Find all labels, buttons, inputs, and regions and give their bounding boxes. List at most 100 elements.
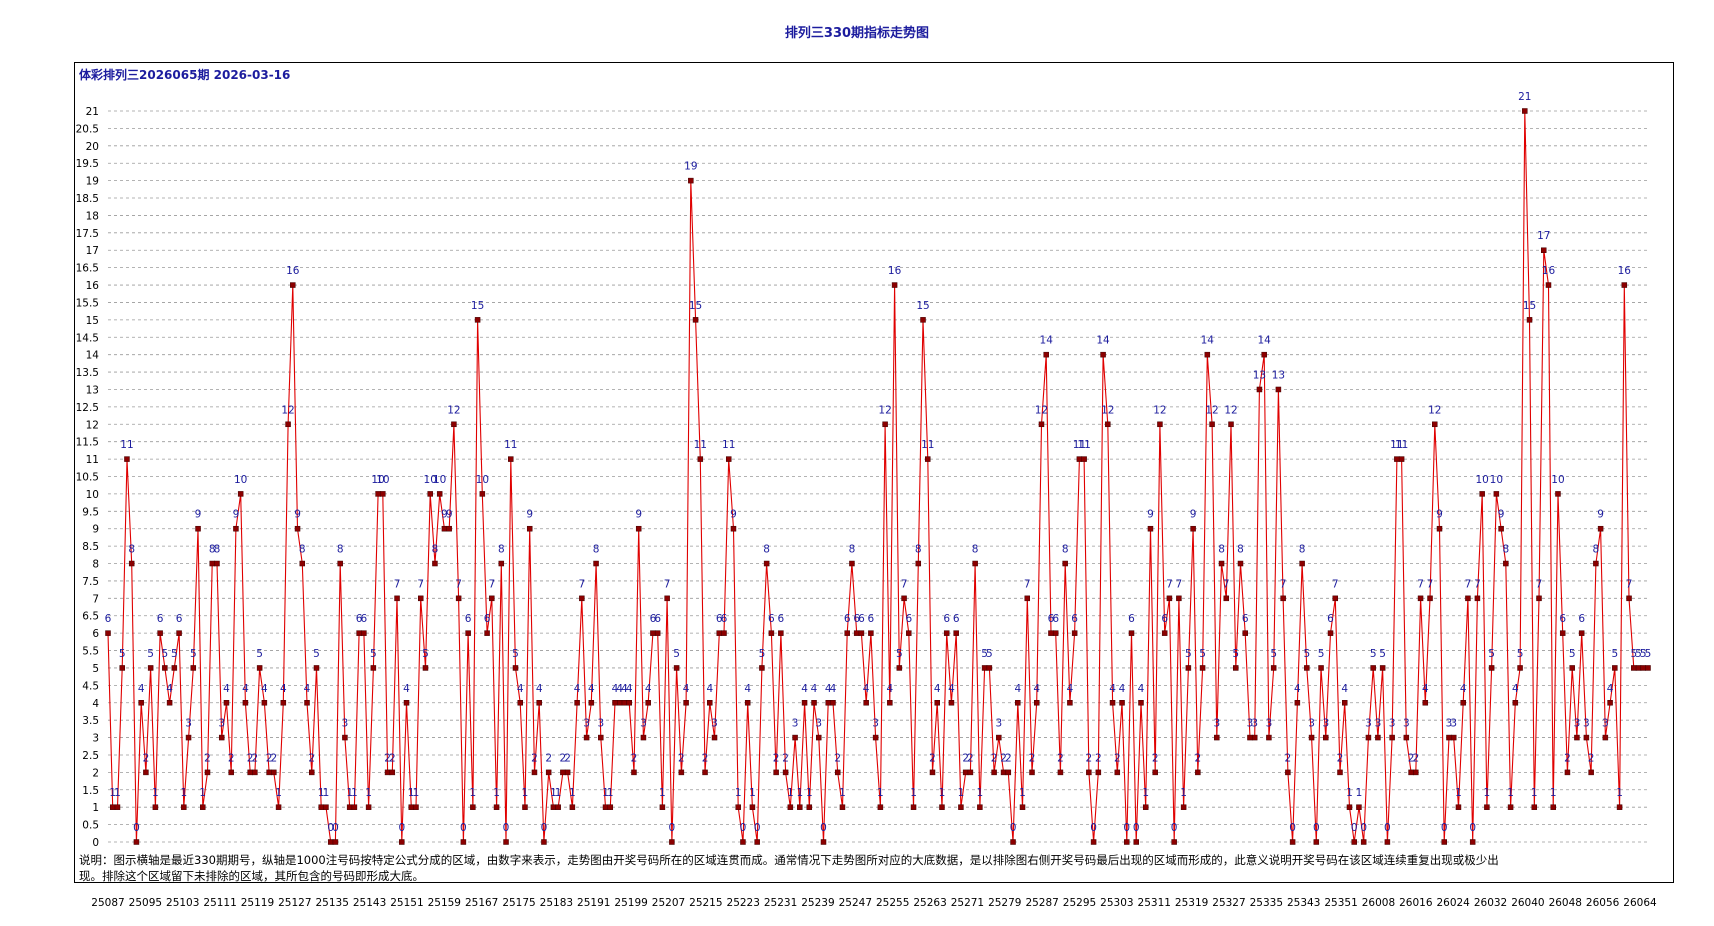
data-label: 6: [1327, 613, 1334, 625]
data-label: 8: [1237, 544, 1244, 556]
data-label: 11: [504, 439, 517, 451]
data-point: [1484, 804, 1490, 810]
data-label: 13: [1272, 369, 1285, 381]
data-label: 5: [422, 648, 429, 660]
data-point: [1394, 456, 1400, 462]
data-label: 2: [1412, 752, 1419, 764]
y-tick-label: 12.5: [76, 402, 99, 414]
data-label: 7: [579, 578, 586, 590]
data-point: [1218, 560, 1225, 567]
data-label: 11: [722, 439, 735, 451]
data-point: [598, 734, 604, 741]
x-tick-label: 26056: [1586, 897, 1620, 909]
x-tick-label: 25295: [1063, 897, 1096, 909]
data-point: [768, 630, 775, 636]
data-label: 0: [1351, 822, 1358, 834]
data-point: [929, 769, 936, 776]
data-label: 9: [730, 509, 737, 521]
data-point: [1356, 804, 1362, 810]
data-point: [1526, 317, 1533, 323]
data-point: [1432, 421, 1438, 428]
data-label: 1: [1356, 787, 1363, 799]
data-point: [1275, 386, 1282, 393]
data-point: [531, 769, 538, 776]
data-label: 4: [1607, 683, 1614, 695]
data-label: 3: [1446, 718, 1453, 730]
data-label: 4: [1422, 683, 1429, 695]
data-point: [1157, 421, 1163, 428]
data-point: [1015, 700, 1021, 706]
data-point: [114, 804, 121, 810]
data-point: [1152, 769, 1158, 776]
data-label: 6: [844, 613, 851, 625]
data-label: 2: [308, 752, 315, 764]
data-label: 1: [152, 787, 159, 799]
data-label: 16: [1542, 265, 1556, 277]
data-label: 4: [261, 683, 268, 695]
x-tick-label: 26048: [1549, 897, 1582, 909]
data-label: 2: [834, 752, 841, 764]
data-label: 10: [476, 474, 489, 486]
data-point: [1280, 595, 1286, 602]
data-label: 1: [1507, 787, 1514, 799]
data-label: 1: [199, 787, 206, 799]
x-tick-label: 25231: [764, 897, 797, 909]
data-label: 12: [1035, 404, 1048, 416]
data-point: [787, 804, 794, 810]
data-label: 5: [1185, 648, 1192, 660]
data-point: [356, 630, 362, 636]
data-label: 6: [105, 613, 112, 625]
data-point: [906, 630, 912, 636]
data-label: 1: [659, 787, 666, 799]
data-point: [1555, 491, 1561, 497]
data-point: [124, 456, 130, 462]
data-label: 4: [744, 683, 751, 695]
data-label: 4: [1014, 683, 1021, 695]
data-label: 9: [1498, 509, 1505, 521]
data-label: 6: [1071, 613, 1078, 625]
data-point: [1559, 630, 1566, 636]
data-label: 2: [384, 752, 391, 764]
data-label: 6: [721, 613, 728, 625]
data-label: 7: [1223, 578, 1230, 590]
data-point: [200, 804, 206, 810]
y-tick-label: 19: [86, 176, 99, 188]
data-point: [470, 804, 476, 810]
data-point: [1033, 700, 1040, 706]
data-label: 8: [1593, 544, 1600, 556]
data-label: 6: [953, 613, 960, 625]
data-label: 0: [1384, 822, 1391, 834]
x-tick-label: 26008: [1362, 897, 1395, 909]
data-point: [517, 700, 523, 706]
data-point: [1000, 769, 1007, 776]
data-label: 17: [1537, 230, 1550, 242]
data-label: 8: [128, 544, 135, 556]
data-point: [877, 804, 884, 810]
data-point: [825, 700, 831, 706]
data-label: 6: [905, 613, 912, 625]
data-point: [1631, 665, 1637, 671]
data-point: [422, 665, 429, 671]
x-tick-label: 25183: [540, 897, 573, 909]
data-point: [432, 560, 438, 567]
data-label: 2: [1114, 752, 1121, 764]
data-point: [522, 804, 528, 810]
y-tick-label: 8.5: [82, 541, 99, 553]
data-point: [484, 630, 490, 636]
data-label: 1: [977, 787, 984, 799]
data-point: [830, 700, 836, 706]
data-label: 8: [763, 544, 770, 556]
data-point: [1228, 421, 1234, 428]
data-point: [654, 630, 661, 636]
data-point: [157, 630, 163, 636]
data-label: 5: [1635, 648, 1642, 660]
data-label: 12: [1205, 404, 1218, 416]
y-tick-label: 5.5: [82, 646, 99, 658]
data-point: [555, 804, 561, 810]
data-label: 8: [432, 544, 439, 556]
data-label: 2: [252, 752, 259, 764]
data-label: 5: [759, 648, 766, 660]
data-label: 2: [228, 752, 235, 764]
data-label: 2: [247, 752, 254, 764]
data-label: 10: [433, 474, 446, 486]
